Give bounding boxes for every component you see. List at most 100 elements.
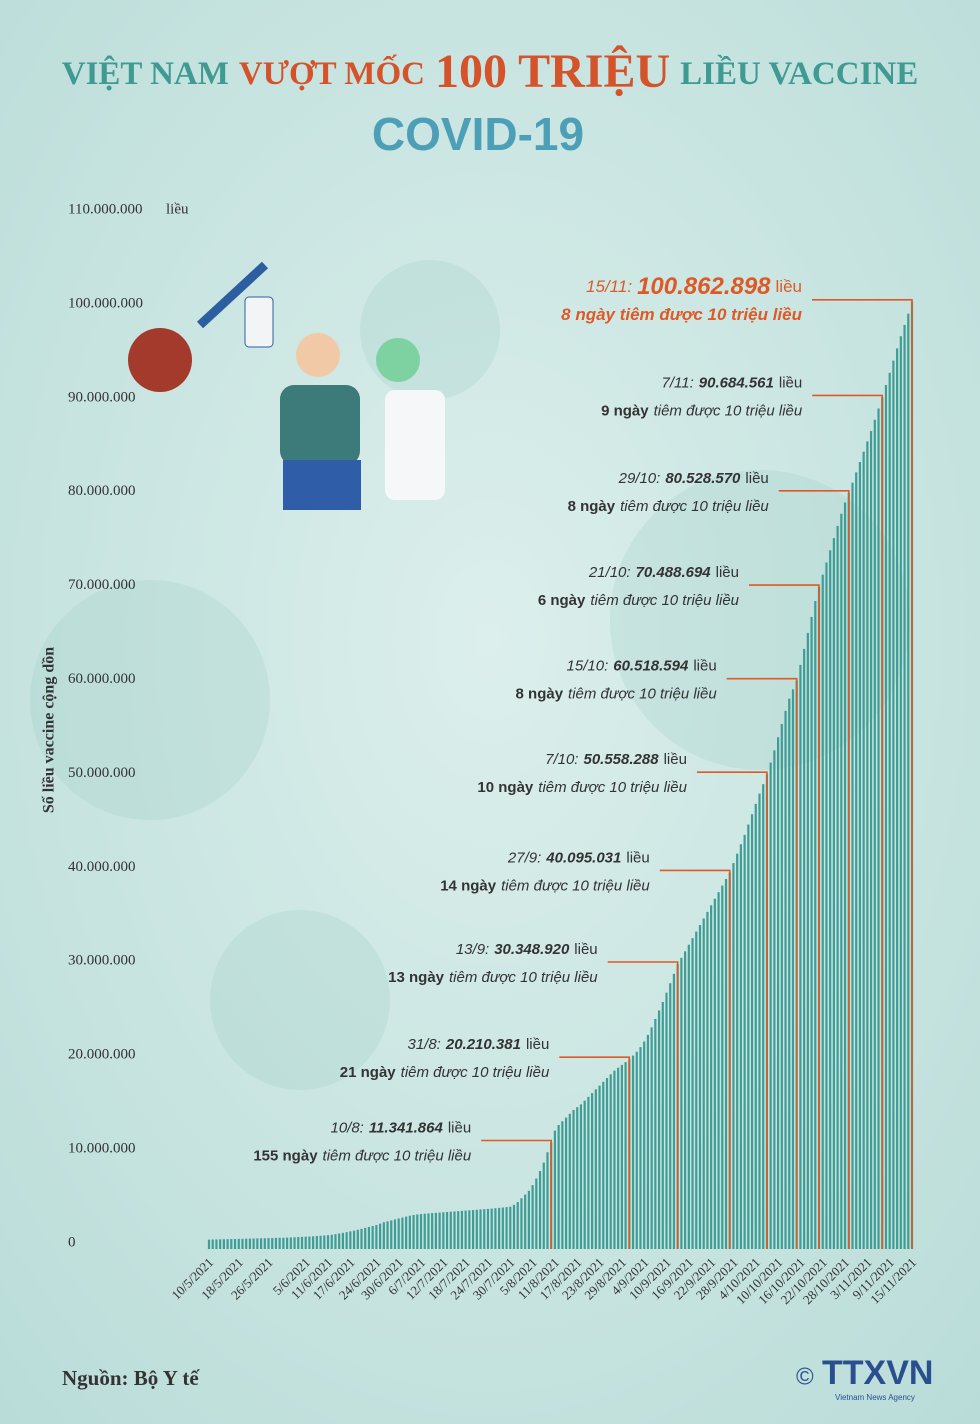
annotation-number: 30.348.920 <box>494 941 570 958</box>
bar <box>639 1047 642 1249</box>
bar <box>706 911 709 1249</box>
bar <box>300 1236 304 1249</box>
annotation-note-bold: 10 ngày <box>477 779 534 796</box>
bar <box>732 863 735 1249</box>
annotation-unit: liều <box>716 564 739 581</box>
bar <box>825 562 828 1249</box>
bar <box>717 892 720 1249</box>
annotation-note-bold: 8 ngày tiêm được 10 triệu liều <box>561 305 802 324</box>
bar <box>542 1162 545 1249</box>
bar <box>598 1085 601 1249</box>
bar <box>866 441 869 1249</box>
bar <box>613 1070 616 1249</box>
annotation-date: 15/10: <box>567 658 609 675</box>
bar <box>516 1202 519 1249</box>
bar <box>259 1238 263 1249</box>
bar <box>873 419 876 1249</box>
bar <box>702 918 705 1249</box>
bar <box>326 1235 330 1249</box>
bar <box>233 1238 237 1249</box>
annotation-number: 60.518.594 <box>613 658 689 675</box>
annotation-note-rest: tiêm được 10 triệu liều <box>401 1064 550 1081</box>
y-tick-label: 50.000.000 <box>68 765 136 781</box>
annotation-value: 10/8: 11.341.864 liều <box>330 1119 471 1136</box>
bar <box>393 1219 397 1249</box>
bar <box>576 1107 579 1249</box>
annotation-note: 8 ngày tiêm được 10 triệu liều <box>516 686 718 703</box>
annotation-value: 13/9: 30.348.920 liều <box>456 941 598 958</box>
annotation-date: 21/10: <box>588 564 631 581</box>
bar <box>698 925 702 1249</box>
bar <box>323 1235 326 1249</box>
annotation-note-rest: tiêm được 10 triệu liều <box>449 969 598 986</box>
bar <box>501 1207 504 1249</box>
bar <box>643 1041 646 1249</box>
annotation-leader <box>812 299 913 1249</box>
bar <box>784 710 787 1249</box>
y-tick-label: 110.000.000 <box>68 201 142 217</box>
y-tick-label: 70.000.000 <box>68 577 136 593</box>
annotation-number: 20.210.381 <box>445 1036 521 1053</box>
bar <box>758 793 761 1249</box>
bar <box>278 1237 281 1249</box>
bar <box>832 538 835 1249</box>
bar <box>724 878 728 1249</box>
bar <box>479 1209 482 1249</box>
annotation-unit: liều <box>779 374 802 391</box>
y-tick-label: 0 <box>68 1234 76 1250</box>
bar <box>471 1210 475 1249</box>
bar <box>308 1236 311 1249</box>
bar <box>282 1237 285 1249</box>
bar <box>899 336 902 1250</box>
bar <box>230 1239 233 1249</box>
annotation-value: 15/10: 60.518.594 liều <box>567 658 717 675</box>
y-tick-label: 20.000.000 <box>68 1047 136 1063</box>
annotation-note-rest: tiêm được 10 triệu liều <box>501 877 650 894</box>
bar <box>405 1216 408 1249</box>
bar <box>390 1220 393 1249</box>
bar <box>486 1208 490 1249</box>
annotation-note: 8 ngày tiêm được 10 triệu liều <box>568 498 770 515</box>
bar <box>408 1215 411 1249</box>
annotation-leader <box>559 1056 631 1249</box>
bar <box>851 482 854 1250</box>
bar <box>680 957 683 1249</box>
bar <box>561 1121 564 1249</box>
annotation-leader <box>659 869 731 1249</box>
bar <box>617 1067 620 1249</box>
bar <box>624 1062 627 1249</box>
bar <box>386 1221 389 1249</box>
bar <box>256 1238 259 1249</box>
y-tick-label: 40.000.000 <box>68 859 136 875</box>
annotation-leader <box>749 584 820 1249</box>
bar <box>713 898 716 1249</box>
title-part: LIỀU VACCINE <box>680 53 918 92</box>
bar <box>509 1206 512 1249</box>
source: Nguồn: Bộ Y tế <box>62 1366 200 1390</box>
annotation-note-rest: tiêm được 10 triệu liều <box>538 779 687 796</box>
annotation-unit: liều <box>664 751 687 768</box>
annotation-date: 13/9: <box>456 941 489 958</box>
bar <box>505 1207 508 1249</box>
bar <box>345 1232 348 1249</box>
bar <box>512 1204 516 1249</box>
bar <box>587 1096 590 1249</box>
bar <box>475 1209 478 1249</box>
bar <box>594 1089 597 1249</box>
annotation-note-rest: tiêm được 10 triệu liều <box>620 498 769 515</box>
bar <box>836 525 839 1249</box>
logo-subtitle: Vietnam News Agency <box>835 1393 915 1402</box>
bar <box>564 1117 568 1249</box>
annotation-note-rest: tiêm được 10 triệu liều <box>654 402 803 419</box>
annotation-note: 155 ngày tiêm được 10 triệu liều <box>253 1147 472 1164</box>
bar <box>211 1239 214 1249</box>
annotation-value: 7/11: 90.684.561 liều <box>662 374 803 391</box>
bar <box>289 1237 292 1249</box>
bar <box>382 1222 385 1249</box>
bar <box>286 1237 289 1249</box>
bar <box>736 853 739 1249</box>
title-part: 100 TRIỆU <box>435 44 670 98</box>
bar <box>252 1238 255 1249</box>
